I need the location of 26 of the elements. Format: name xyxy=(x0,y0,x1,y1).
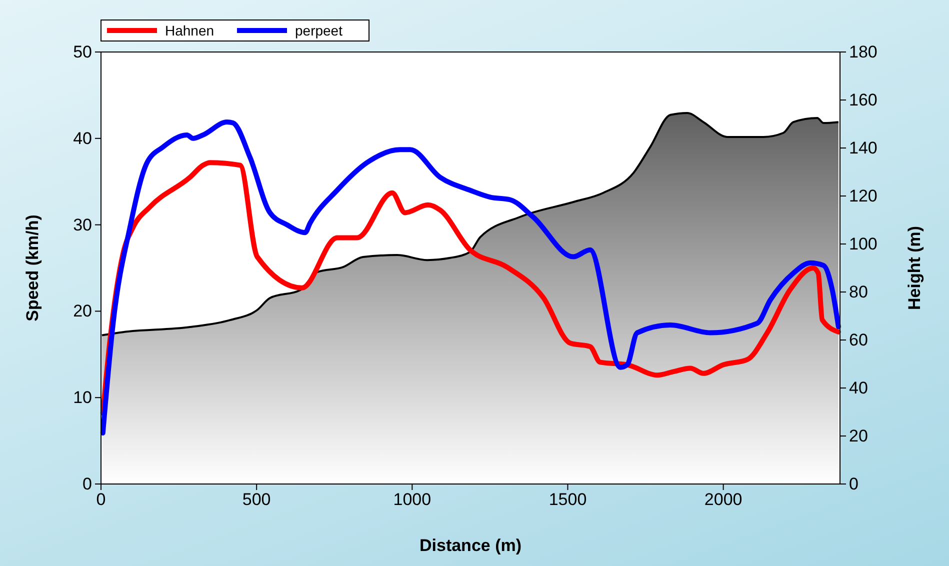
x-tick-label: 2000 xyxy=(704,490,742,510)
legend-label: Hahnen xyxy=(165,22,214,38)
x-tick-label: 1000 xyxy=(393,490,432,510)
y-tick-label: 20 xyxy=(73,302,92,321)
y-tick-label: 50 xyxy=(73,42,92,62)
y2-tick-label: 120 xyxy=(849,186,878,206)
y-tick-label: 40 xyxy=(73,128,92,148)
y2-tick-label: 60 xyxy=(849,330,868,350)
y-tick-label: 0 xyxy=(82,474,92,494)
x-tick-label: 0 xyxy=(96,490,106,510)
y-tick-label: 10 xyxy=(73,388,92,408)
y2-tick-label: 160 xyxy=(849,90,878,110)
y2-axis-title: Height (m) xyxy=(905,226,924,310)
x-axis-title: Distance (m) xyxy=(419,536,522,555)
y2-tick-label: 80 xyxy=(849,282,868,302)
legend-label: perpeet xyxy=(295,22,343,38)
x-tick-label: 500 xyxy=(242,490,271,510)
x-tick-label: 1500 xyxy=(548,490,587,510)
y2-tick-label: 20 xyxy=(849,426,868,446)
y-tick-label: 30 xyxy=(73,215,92,234)
y2-tick-label: 100 xyxy=(849,234,878,254)
y2-tick-label: 40 xyxy=(849,378,868,398)
y2-tick-label: 0 xyxy=(849,474,858,494)
y2-tick-label: 140 xyxy=(849,138,878,158)
y2-tick-label: 180 xyxy=(849,42,878,62)
y-axis-title: Speed (km/h) xyxy=(23,214,42,322)
